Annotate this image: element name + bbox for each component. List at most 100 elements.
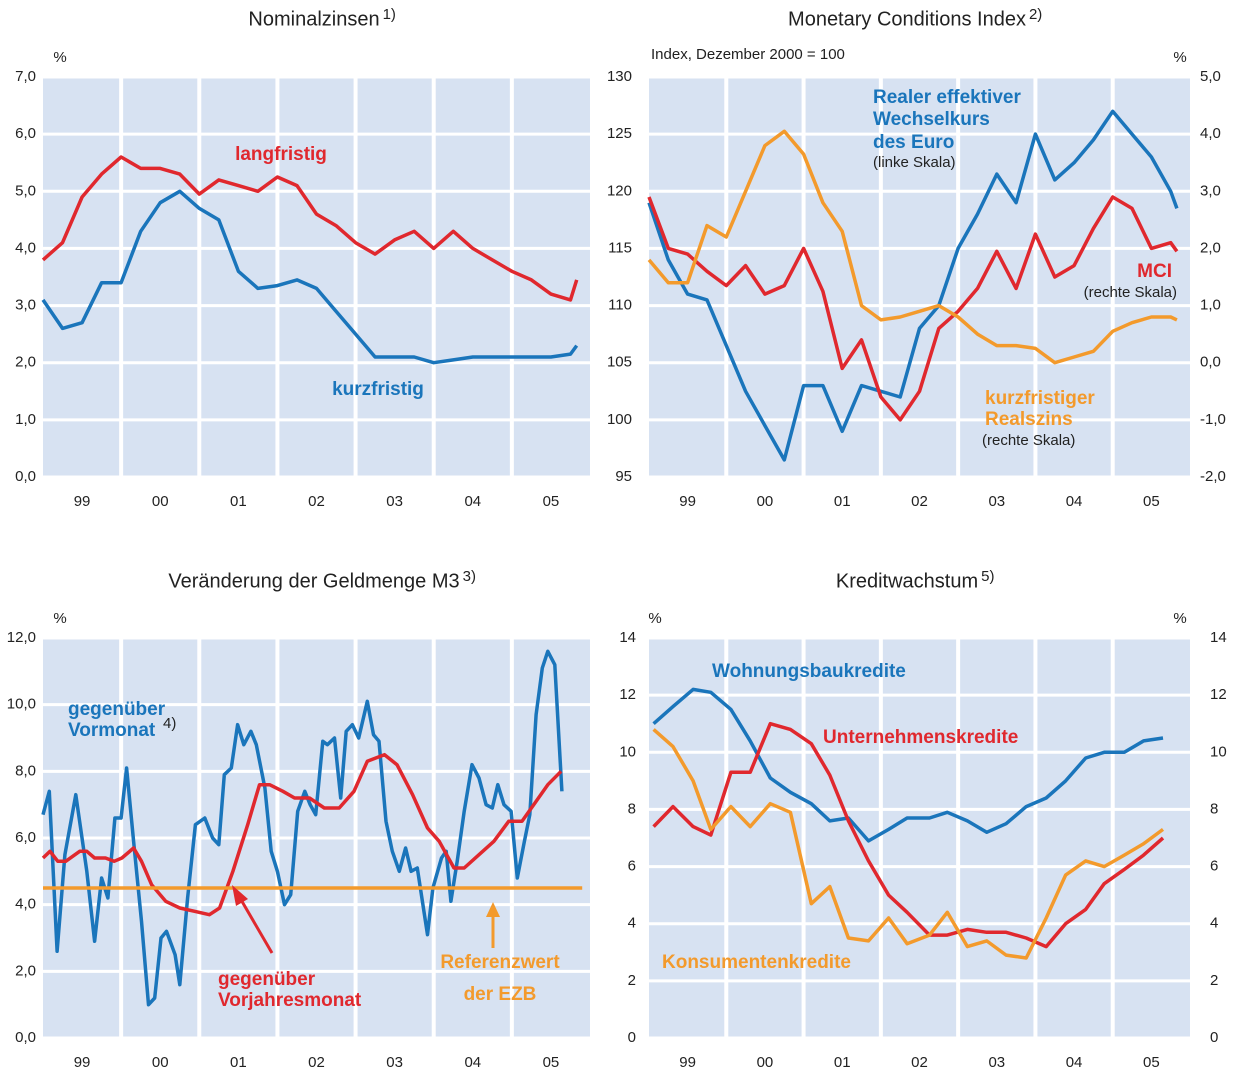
x-tick-label: 00: [757, 1054, 774, 1071]
x-tick-label: 00: [152, 493, 169, 510]
y2-tick-label: 4,0: [1200, 125, 1221, 142]
y-tick-label: 0: [628, 1029, 636, 1046]
annotation: Realszins: [985, 409, 1073, 430]
annotation: Vorjahresmonat: [218, 990, 362, 1011]
y2-tick-label: 5,0: [1200, 68, 1221, 85]
y-tick-label: 4,0: [15, 239, 36, 256]
y2-tick-label: 0,0: [1200, 354, 1221, 371]
series-line: [647, 109, 1179, 462]
x-tick-label: 05: [543, 493, 560, 510]
plot-background: [43, 77, 590, 477]
y2-tick-label: 8: [1210, 800, 1218, 817]
x-tick-label: 03: [988, 493, 1005, 510]
x-tick-label: 04: [1066, 1054, 1083, 1071]
x-tick-label: 02: [308, 1054, 325, 1071]
y-tick-label: 8,0: [15, 762, 36, 779]
annotation: 4): [163, 715, 176, 732]
y-tick-label: 2,0: [15, 354, 36, 371]
y-tick-label: 105: [607, 354, 632, 371]
arrow-head: [486, 902, 500, 917]
x-tick-label: 99: [679, 493, 696, 510]
chart-title: Nominalzinsen: [248, 8, 379, 30]
y2-unit: %: [1173, 610, 1186, 627]
y2-tick-label: 2,0: [1200, 239, 1221, 256]
y-tick-label: 100: [607, 411, 632, 428]
annotation: Vormonat: [68, 720, 156, 741]
y2-tick-label: 12: [1210, 686, 1227, 703]
y2-tick-label: 1,0: [1200, 297, 1221, 314]
series-line: [647, 129, 1178, 365]
annotation: (rechte Skala): [1084, 284, 1177, 301]
arrows: [232, 885, 500, 954]
series-line: [652, 687, 1164, 843]
y-unit: %: [53, 610, 66, 627]
series-line: [41, 752, 563, 917]
x-tick-label: 05: [1143, 1054, 1160, 1071]
x-tick-label: 02: [911, 1054, 928, 1071]
x-tick-label: 03: [988, 1054, 1005, 1071]
x-tick-label: 01: [834, 1054, 851, 1071]
annotation: gegenüber: [68, 699, 166, 720]
y-tick-label: 6,0: [15, 829, 36, 846]
title-note: 3): [463, 568, 476, 585]
x-tick-label: 02: [308, 493, 325, 510]
y-tick-label: 4: [628, 915, 636, 932]
y-tick-label: 6: [628, 858, 636, 875]
y-tick-label: 125: [607, 125, 632, 142]
annotation: MCI: [1137, 261, 1172, 282]
y-tick-label: 0,0: [15, 1029, 36, 1046]
x-tick-label: 05: [1143, 493, 1160, 510]
y-tick-label: 14: [619, 629, 636, 646]
arrow: [238, 897, 274, 954]
annotation: Konsumentenkredite: [662, 952, 851, 973]
annotation: (linke Skala): [873, 154, 956, 171]
y-tick-label: 8: [628, 800, 636, 817]
annotation: des Euro: [873, 132, 954, 153]
y-tick-label: 10: [619, 743, 636, 760]
y2-tick-label: 0: [1210, 1029, 1218, 1046]
y-tick-label: 2: [628, 972, 636, 989]
y2-tick-label: -1,0: [1200, 411, 1226, 428]
y2-tick-label: 4: [1210, 915, 1218, 932]
y-tick-label: 12,0: [7, 629, 36, 646]
y-tick-label: 115: [608, 239, 632, 256]
y-unit: %: [53, 49, 66, 66]
x-tick-label: 01: [834, 493, 851, 510]
y-tick-label: 10,0: [7, 696, 36, 713]
chart-title: Kreditwachstum: [836, 570, 978, 592]
y-tick-label: 5,0: [15, 182, 36, 199]
plots: Nominalzinsen 1)% 0,0 1,0 2,0 3,0 4,0 5,0 6,0 7,0…: [7, 6, 1227, 1071]
y-tick-label: 130: [607, 68, 632, 85]
series-line: [652, 721, 1165, 949]
x-tick-label: 99: [74, 1054, 91, 1071]
annotation: Realer effektiver: [873, 87, 1021, 108]
title-note: 2): [1029, 6, 1042, 23]
y2-unit: %: [1173, 49, 1186, 66]
y-unit: %: [648, 610, 661, 627]
annotation: (rechte Skala): [982, 432, 1075, 449]
annotation: kurzfristig: [332, 379, 424, 400]
annotation: Referenzwert: [440, 952, 560, 973]
annotation: gegenüber: [218, 969, 316, 990]
plot-background: [649, 77, 1190, 477]
y-tick-label: 7,0: [15, 68, 36, 85]
y-tick-label: 110: [608, 297, 632, 314]
y2-tick-label: 14: [1210, 629, 1227, 646]
annotation: Wechselkurs: [873, 109, 990, 130]
y-tick-label: 95: [615, 468, 632, 485]
y-tick-label: 3,0: [15, 297, 36, 314]
y2-tick-label: 2: [1210, 972, 1218, 989]
x-tick-label: 04: [464, 493, 481, 510]
y2-tick-label: 3,0: [1200, 182, 1221, 199]
x-tick-label: 99: [74, 493, 91, 510]
x-tick-label: 05: [543, 1054, 560, 1071]
y-tick-label: 12: [619, 686, 636, 703]
series-line: [652, 728, 1165, 960]
subtitle: Index, Dezember 2000 = 100: [651, 46, 845, 63]
y2-tick-label: -2,0: [1200, 468, 1226, 485]
x-tick-label: 01: [230, 493, 247, 510]
x-tick-label: 04: [1066, 493, 1083, 510]
title-note: 1): [383, 6, 396, 23]
x-tick-label: 01: [230, 1054, 247, 1071]
